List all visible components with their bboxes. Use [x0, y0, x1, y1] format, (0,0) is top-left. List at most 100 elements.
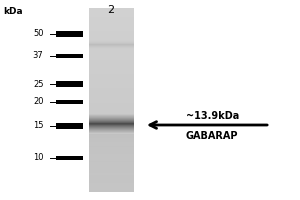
Bar — [56, 100, 82, 104]
Bar — [88, 130, 134, 131]
Bar — [88, 106, 134, 107]
Bar — [88, 85, 134, 86]
Bar — [88, 25, 134, 26]
Bar — [56, 123, 82, 129]
Bar — [88, 57, 134, 58]
Bar — [88, 137, 134, 138]
Bar — [88, 156, 134, 157]
Bar — [88, 184, 134, 185]
Bar — [88, 21, 134, 22]
Bar — [88, 137, 134, 138]
Bar — [88, 109, 134, 110]
Bar — [88, 170, 134, 171]
Text: 20: 20 — [33, 98, 44, 106]
Bar — [88, 99, 134, 100]
Bar — [88, 35, 134, 36]
Bar — [88, 123, 134, 124]
Bar — [88, 128, 134, 129]
Bar — [88, 144, 134, 145]
Text: GABARAP: GABARAP — [186, 131, 238, 141]
Bar — [88, 138, 134, 139]
Bar — [88, 41, 134, 42]
Bar — [88, 152, 134, 153]
Bar — [88, 74, 134, 75]
Bar — [88, 143, 134, 144]
Bar — [88, 170, 134, 171]
Bar — [88, 42, 134, 43]
Bar — [88, 174, 134, 175]
Bar — [88, 150, 134, 151]
Bar — [56, 156, 82, 160]
Bar — [88, 175, 134, 176]
Bar — [88, 169, 134, 170]
Bar — [88, 105, 134, 106]
Bar — [88, 49, 134, 50]
Bar — [88, 19, 134, 20]
Bar — [88, 65, 134, 66]
Bar — [88, 37, 134, 38]
Bar — [88, 31, 134, 32]
Bar — [88, 187, 134, 188]
Bar — [88, 149, 134, 150]
Bar — [88, 173, 134, 174]
Bar — [88, 9, 134, 10]
Bar — [88, 171, 134, 172]
Bar — [88, 138, 134, 139]
Bar — [88, 70, 134, 71]
Bar — [88, 140, 134, 141]
Bar — [88, 32, 134, 33]
Bar — [56, 31, 82, 37]
Bar — [88, 17, 134, 18]
Bar — [88, 164, 134, 165]
Bar — [88, 12, 134, 13]
Bar — [88, 185, 134, 186]
Bar — [88, 80, 134, 81]
Bar — [88, 163, 134, 164]
Bar — [88, 8, 134, 9]
Bar — [88, 158, 134, 159]
Bar — [88, 71, 134, 72]
Bar — [88, 176, 134, 177]
Bar — [88, 40, 134, 41]
Bar — [88, 113, 134, 114]
Bar — [88, 122, 134, 123]
Text: 2: 2 — [107, 5, 115, 15]
Bar — [88, 116, 134, 117]
Bar — [88, 127, 134, 128]
Bar — [88, 53, 134, 54]
Bar — [88, 87, 134, 88]
Bar — [88, 134, 134, 135]
Bar — [88, 164, 134, 165]
Bar — [88, 13, 134, 14]
Bar — [88, 68, 134, 69]
Bar — [88, 142, 134, 143]
Bar — [88, 91, 134, 92]
Bar — [88, 82, 134, 83]
Bar — [88, 147, 134, 148]
Bar — [88, 178, 134, 179]
Bar — [88, 11, 134, 12]
Bar — [88, 47, 134, 48]
Bar — [88, 135, 134, 136]
Bar — [88, 172, 134, 173]
Bar — [88, 167, 134, 168]
Bar — [88, 59, 134, 60]
Bar — [88, 140, 134, 141]
Bar — [88, 67, 134, 68]
Bar — [88, 88, 134, 89]
Bar — [88, 136, 134, 137]
Bar — [88, 86, 134, 87]
Bar — [88, 84, 134, 85]
Bar — [88, 131, 134, 132]
Bar — [88, 24, 134, 25]
Bar — [88, 23, 134, 24]
Bar — [88, 51, 134, 52]
Bar — [88, 36, 134, 37]
Bar — [88, 77, 134, 78]
Bar — [88, 133, 134, 134]
Bar — [88, 161, 134, 162]
Bar — [88, 98, 134, 99]
Bar — [88, 139, 134, 140]
Bar — [88, 95, 134, 96]
Bar — [88, 96, 134, 97]
